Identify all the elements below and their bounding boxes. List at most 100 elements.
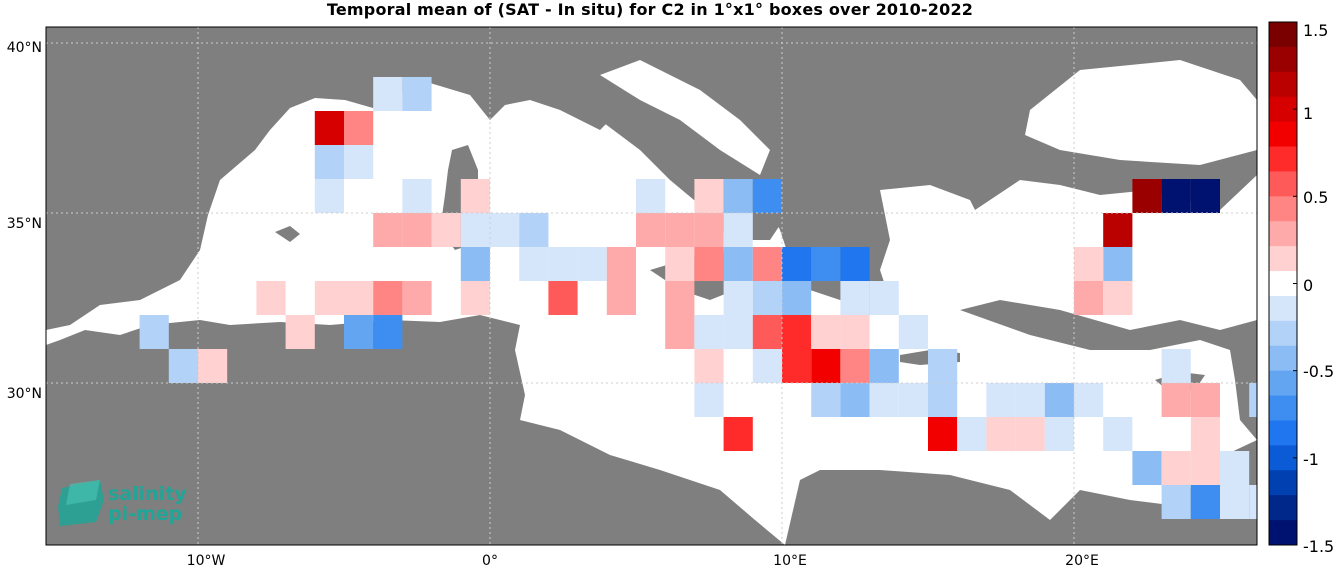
anomaly-cell bbox=[548, 281, 578, 315]
aegean-sea bbox=[880, 185, 985, 310]
anomaly-cell bbox=[1103, 213, 1133, 247]
anomaly-cell bbox=[1015, 417, 1045, 451]
anomaly-cell bbox=[1132, 179, 1162, 213]
anomaly-cell bbox=[869, 383, 899, 417]
colorbar-swatch bbox=[1269, 121, 1297, 148]
land-egypt bbox=[785, 440, 1257, 545]
anomaly-cell bbox=[373, 315, 403, 349]
anomaly-cell bbox=[1220, 451, 1250, 485]
anomaly-cell bbox=[1249, 383, 1257, 417]
anomaly-cell bbox=[1161, 451, 1191, 485]
anomaly-cell bbox=[928, 349, 958, 383]
anomaly-cell bbox=[460, 213, 490, 247]
colorbar-swatch bbox=[1269, 520, 1297, 546]
colorbar-swatch bbox=[1269, 146, 1297, 172]
colorbar-swatch bbox=[1269, 470, 1297, 496]
colorbar-swatch bbox=[1269, 495, 1297, 521]
colorbar-tick-label: -1 bbox=[1303, 450, 1319, 469]
anomaly-cell bbox=[723, 315, 753, 349]
lon-label: 0° bbox=[482, 553, 498, 568]
anomaly-cell bbox=[606, 247, 636, 281]
axis-labels: 40°N 35°N 30°N 10°W 0° 10°E 20°E bbox=[7, 40, 1099, 568]
colorbar-swatch bbox=[1269, 246, 1297, 272]
anomaly-cell bbox=[1190, 179, 1220, 213]
anomaly-cell bbox=[840, 383, 870, 417]
anomaly-cell bbox=[519, 213, 549, 247]
colorbar-swatch bbox=[1269, 395, 1297, 421]
anomaly-cell bbox=[782, 349, 812, 383]
anomaly-cell bbox=[752, 281, 782, 315]
anomaly-cell bbox=[782, 315, 812, 349]
lon-label: 10°E bbox=[773, 553, 807, 568]
lon-label: 20°E bbox=[1065, 553, 1099, 568]
anomaly-cell bbox=[898, 383, 928, 417]
anomaly-cell bbox=[314, 179, 344, 213]
colorbar-swatch bbox=[1269, 320, 1297, 347]
anomaly-cell bbox=[139, 315, 169, 349]
colorbar-swatch bbox=[1269, 171, 1297, 197]
anomaly-cell bbox=[665, 247, 695, 281]
anomaly-cell bbox=[606, 281, 636, 315]
anomaly-cell bbox=[840, 281, 870, 315]
anomaly-cell bbox=[811, 315, 841, 349]
colorbar-swatch bbox=[1269, 22, 1297, 48]
anomaly-cell bbox=[1308, 383, 1337, 417]
anomaly-cell bbox=[636, 213, 666, 247]
anomaly-cell bbox=[840, 315, 870, 349]
anomaly-cell bbox=[314, 145, 344, 179]
colorbar-swatch bbox=[1269, 271, 1297, 297]
colorbar-tick-label: 0 bbox=[1303, 276, 1313, 295]
anomaly-cell bbox=[198, 349, 228, 383]
anomaly-cell bbox=[782, 281, 812, 315]
colorbar-tick-label: 0.5 bbox=[1303, 188, 1328, 207]
anomaly-cell bbox=[840, 349, 870, 383]
anomaly-cell bbox=[694, 247, 724, 281]
anomaly-cell bbox=[723, 179, 753, 213]
anomaly-cell bbox=[723, 247, 753, 281]
anomaly-cells bbox=[139, 77, 1337, 519]
anomaly-cell bbox=[344, 111, 374, 145]
anomaly-cell bbox=[928, 383, 958, 417]
anomaly-cell bbox=[752, 247, 782, 281]
anomaly-cell bbox=[314, 111, 344, 145]
lat-label: 30°N bbox=[7, 386, 42, 402]
land-north-africa bbox=[46, 315, 785, 545]
anomaly-cell bbox=[1161, 485, 1191, 519]
anomaly-cell bbox=[752, 349, 782, 383]
land-anatolia-south bbox=[960, 300, 1257, 440]
anomaly-cell bbox=[1103, 281, 1133, 315]
anomaly-cell bbox=[1249, 485, 1257, 519]
anomaly-cell bbox=[1161, 349, 1191, 383]
anomaly-cell bbox=[665, 281, 695, 315]
lon-label: 10°W bbox=[187, 553, 226, 568]
anomaly-cell bbox=[402, 213, 432, 247]
anomaly-cell bbox=[490, 213, 520, 247]
anomaly-cell bbox=[1161, 383, 1191, 417]
anomaly-cell bbox=[986, 417, 1016, 451]
anomaly-cell bbox=[1074, 383, 1104, 417]
anomaly-cell bbox=[373, 213, 403, 247]
colorbar-swatch bbox=[1269, 420, 1297, 446]
anomaly-cell bbox=[373, 281, 403, 315]
anomaly-cell bbox=[1074, 281, 1104, 315]
anomaly-cell bbox=[869, 349, 899, 383]
anomaly-cell bbox=[402, 281, 432, 315]
anomaly-cell bbox=[577, 247, 607, 281]
anomaly-cell bbox=[402, 179, 432, 213]
anomaly-cell bbox=[840, 247, 870, 281]
anomaly-cell bbox=[636, 179, 666, 213]
anomaly-cell bbox=[811, 247, 841, 281]
colorbar-tick-label: 1 bbox=[1303, 104, 1313, 123]
anomaly-cell bbox=[1220, 485, 1250, 519]
colorbar bbox=[1268, 21, 1298, 546]
anomaly-cell bbox=[256, 281, 286, 315]
anomaly-cell bbox=[1015, 383, 1045, 417]
anomaly-cell bbox=[694, 213, 724, 247]
anomaly-cell bbox=[402, 77, 432, 111]
anomaly-cell bbox=[344, 145, 374, 179]
anomaly-cell bbox=[665, 213, 695, 247]
anomaly-cell bbox=[168, 349, 198, 383]
graticule bbox=[46, 27, 1257, 545]
anomaly-cell bbox=[898, 315, 928, 349]
